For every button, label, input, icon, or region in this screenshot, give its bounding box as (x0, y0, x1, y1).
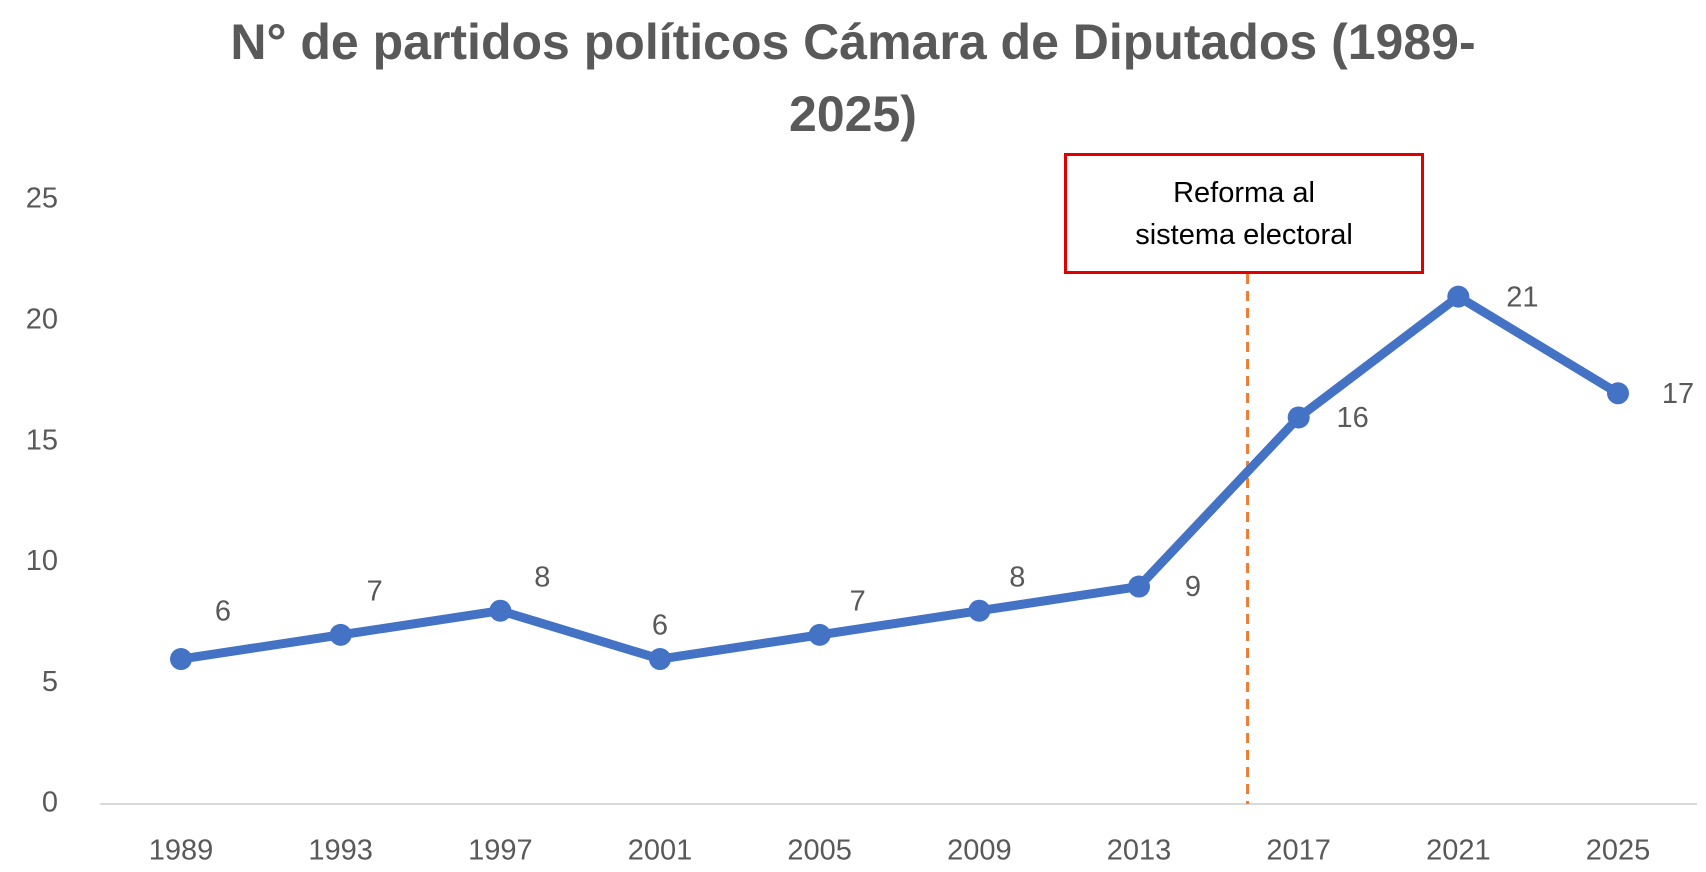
line (180, 292, 1621, 664)
x-tick-label: 1997 (468, 835, 533, 867)
x-tick-label: 2009 (947, 835, 1012, 867)
marker (1607, 382, 1629, 405)
data-label: 6 (652, 610, 668, 642)
data-label: 17 (1662, 378, 1694, 410)
x-tick-label: 1989 (149, 835, 214, 867)
title-wrap: N° de partidos políticos Cámara de Diput… (0, 6, 1706, 150)
marker (329, 623, 352, 646)
y-tick-label: 10 (26, 545, 58, 577)
x-tick-label: 2017 (1266, 835, 1331, 867)
marker (170, 648, 192, 671)
y-tick-label: 20 (26, 303, 58, 335)
data-label: 9 (1185, 571, 1201, 603)
marker (1287, 406, 1310, 429)
marker (808, 623, 831, 646)
x-tick-label: 2025 (1586, 835, 1651, 867)
marker (1447, 285, 1470, 308)
data-label: 6 (215, 596, 231, 628)
data-label: 7 (850, 586, 866, 618)
data-label: 8 (534, 561, 550, 593)
annotation-line: Reforma al (1173, 176, 1315, 209)
marker (649, 648, 671, 671)
chart-title: N° de partidos políticos Cámara de Diput… (230, 14, 1476, 142)
marker (1128, 575, 1150, 598)
y-tick-label: 15 (26, 424, 58, 456)
y-tick-label: 0 (42, 787, 58, 819)
annotation-line: sistema electoral (1135, 218, 1353, 251)
marker (489, 599, 512, 622)
data-label: 7 (367, 576, 383, 608)
data-label: 21 (1506, 281, 1538, 313)
y-tick-label: 25 (26, 183, 58, 215)
x-tick-label: 2005 (787, 835, 852, 867)
marker (968, 599, 991, 622)
annotation-box: Reforma al sistema electoral (1064, 153, 1424, 274)
x-tick-label: 1993 (308, 835, 373, 867)
x-tick-label: 2021 (1426, 835, 1491, 867)
data-label: 8 (1009, 561, 1025, 593)
data-label: 16 (1337, 402, 1369, 434)
y-tick-label: 5 (42, 666, 58, 698)
x-tick-label: 2001 (628, 835, 693, 867)
x-tick-label: 2013 (1107, 835, 1172, 867)
